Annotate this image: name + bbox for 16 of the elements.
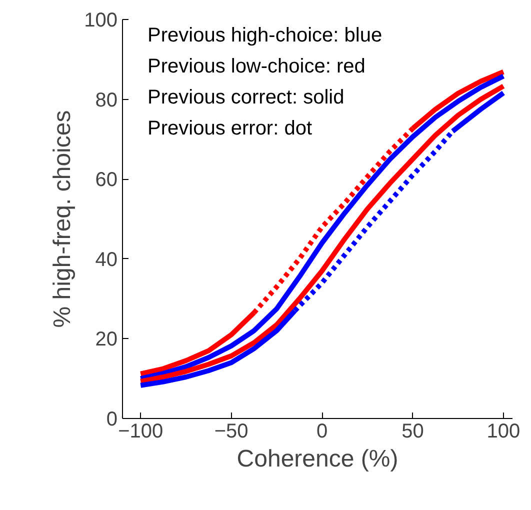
annotation: Previous error: dot <box>148 118 312 140</box>
y-tick-label: 80 <box>95 89 118 112</box>
annotation: Previous high-choice: blue <box>148 24 382 46</box>
x-axis-title: Coherence (%) <box>236 446 398 472</box>
x-tick-label: −50 <box>214 420 248 442</box>
annotation: Previous correct: solid <box>148 86 344 108</box>
y-tick-label: 20 <box>95 328 118 351</box>
x-tick-label: 100 <box>486 420 520 442</box>
x-tick-label: 50 <box>402 420 424 442</box>
y-tick-label: 40 <box>95 248 118 271</box>
y-tick-label: 60 <box>95 169 118 192</box>
x-tick-label: 0 <box>316 420 328 442</box>
y-axis-title: % high-freq. choices <box>49 110 76 328</box>
annotation: Previous low-choice: red <box>148 56 366 78</box>
x-tick-label: −100 <box>118 420 164 442</box>
y-tick-label: 100 <box>84 10 118 32</box>
